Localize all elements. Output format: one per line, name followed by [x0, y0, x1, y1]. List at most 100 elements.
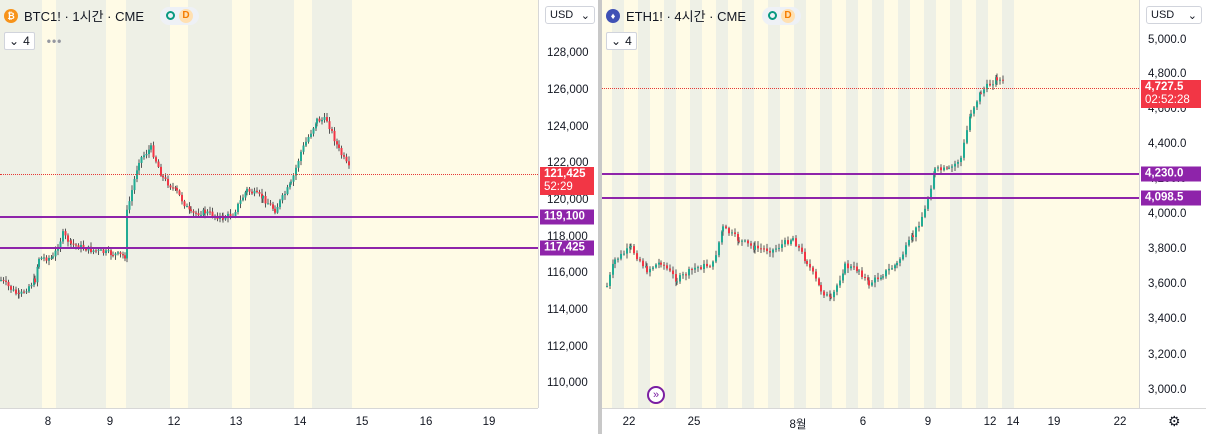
btc-price-axis[interactable]: USD ⌄ 128,000 126,000 124,000 122,000 12…	[538, 0, 598, 408]
candle	[669, 268, 671, 271]
eth-level-label-1: 4,230.0	[1141, 166, 1201, 182]
candle	[864, 276, 866, 278]
btc-price-tag: 121,425 52:29	[540, 167, 594, 195]
candle	[305, 141, 307, 146]
currency-select[interactable]: USD ⌄	[1146, 6, 1202, 24]
session-shade	[820, 0, 832, 408]
currency-select[interactable]: USD ⌄	[545, 6, 595, 24]
btc-time-axis[interactable]: 8 9 12 13 14 15 16 19	[0, 408, 538, 434]
btc-level-line-1[interactable]	[0, 216, 538, 218]
candle	[102, 249, 105, 254]
btc-chart-panel[interactable]: ₿ BTC1! · 1시간 · CME D ⌄ 4 ••• USD ⌄ 128,…	[0, 0, 598, 434]
candle	[251, 191, 253, 194]
candle	[307, 136, 310, 142]
candle	[7, 281, 10, 287]
candle	[348, 161, 350, 166]
x-tick: 8	[44, 416, 52, 428]
y-tick: 3,600.0	[1148, 278, 1187, 290]
candle	[211, 211, 214, 217]
status-pill[interactable]: D	[762, 6, 801, 25]
settings-icon[interactable]: ⚙	[1168, 413, 1181, 429]
x-tick: 12	[167, 416, 181, 428]
candle	[300, 151, 302, 162]
status-pill[interactable]: D	[160, 6, 199, 25]
candle	[181, 194, 183, 202]
candle	[663, 264, 665, 266]
candle	[960, 157, 962, 163]
candle	[25, 291, 28, 293]
delayed-badge: D	[179, 8, 193, 23]
eth-chart-panel[interactable]: ♦ ETH1! · 4시간 · CME D ⌄ 4 » USD ⌄ 5,000.…	[602, 0, 1206, 434]
btc-price-label: 121,425	[544, 168, 586, 180]
bitcoin-icon: ₿	[4, 8, 18, 23]
y-tick: 3,400.0	[1148, 313, 1187, 325]
candle	[112, 255, 114, 257]
candle	[258, 192, 261, 194]
candle	[999, 79, 1001, 81]
more-icon[interactable]: •••	[46, 34, 63, 48]
candle	[62, 231, 64, 242]
candle	[649, 268, 651, 273]
eth-time-axis[interactable]: 22 25 8월 6 9 12 14 19 22 ⚙	[602, 408, 1206, 434]
candle	[77, 245, 80, 249]
delayed-badge: D	[781, 8, 795, 23]
market-open-icon	[768, 11, 777, 20]
candle	[750, 243, 752, 246]
candle	[880, 277, 882, 280]
indicators-toggle[interactable]: ⌄ 4	[606, 32, 637, 50]
candle	[757, 245, 759, 249]
candle	[239, 200, 242, 204]
candle	[119, 252, 122, 255]
candle	[82, 244, 85, 249]
eth-level-line-2[interactable]	[602, 197, 1139, 199]
candle	[143, 155, 145, 158]
eth-plot-area[interactable]: ♦ ETH1! · 4시간 · CME D ⌄ 4 »	[602, 0, 1139, 408]
currency-label: USD	[1151, 9, 1175, 21]
candle	[660, 262, 662, 265]
candle	[626, 248, 628, 254]
eth-price-axis[interactable]: USD ⌄ 5,000.0 4,800.0 4,600.0 4,400.0 4,…	[1139, 0, 1206, 408]
indicators-toggle[interactable]: ⌄ 4	[4, 32, 35, 50]
candle	[874, 277, 876, 283]
candle	[131, 190, 133, 202]
candle	[310, 133, 312, 137]
candle	[995, 77, 997, 85]
eth-level-line-1[interactable]	[602, 173, 1139, 175]
candle	[954, 163, 956, 167]
candle	[10, 286, 12, 290]
candle	[763, 248, 765, 250]
candle	[70, 240, 72, 244]
candle	[292, 175, 295, 182]
candle	[200, 215, 202, 217]
indicator-count: 4	[23, 34, 30, 48]
session-shade	[794, 0, 806, 408]
candle	[682, 274, 684, 276]
candle	[722, 226, 724, 232]
candle	[966, 130, 968, 143]
candle	[912, 235, 914, 238]
candle	[970, 113, 972, 117]
session-shade	[1002, 0, 1014, 408]
candle	[34, 278, 36, 283]
candle	[976, 101, 978, 108]
candle	[839, 280, 841, 286]
btc-level-line-2[interactable]	[0, 247, 538, 249]
y-tick: 126,000	[547, 84, 589, 96]
candle	[915, 227, 917, 238]
replay-icon[interactable]: »	[647, 386, 665, 404]
candle	[986, 83, 988, 90]
candle	[345, 156, 348, 162]
candle	[612, 263, 614, 275]
candle	[833, 291, 835, 298]
btc-legend: ₿ BTC1! · 1시간 · CME D	[4, 6, 199, 25]
candle	[157, 161, 160, 167]
btc-level-label-2: 117,425	[540, 240, 594, 256]
candle	[264, 196, 267, 204]
candle	[28, 286, 30, 292]
panel-divider[interactable]	[598, 0, 602, 434]
candle	[784, 240, 786, 245]
candle	[183, 201, 186, 207]
candle	[284, 193, 286, 196]
candle	[45, 257, 48, 261]
btc-plot-area[interactable]: ₿ BTC1! · 1시간 · CME D ⌄ 4 •••	[0, 0, 538, 408]
